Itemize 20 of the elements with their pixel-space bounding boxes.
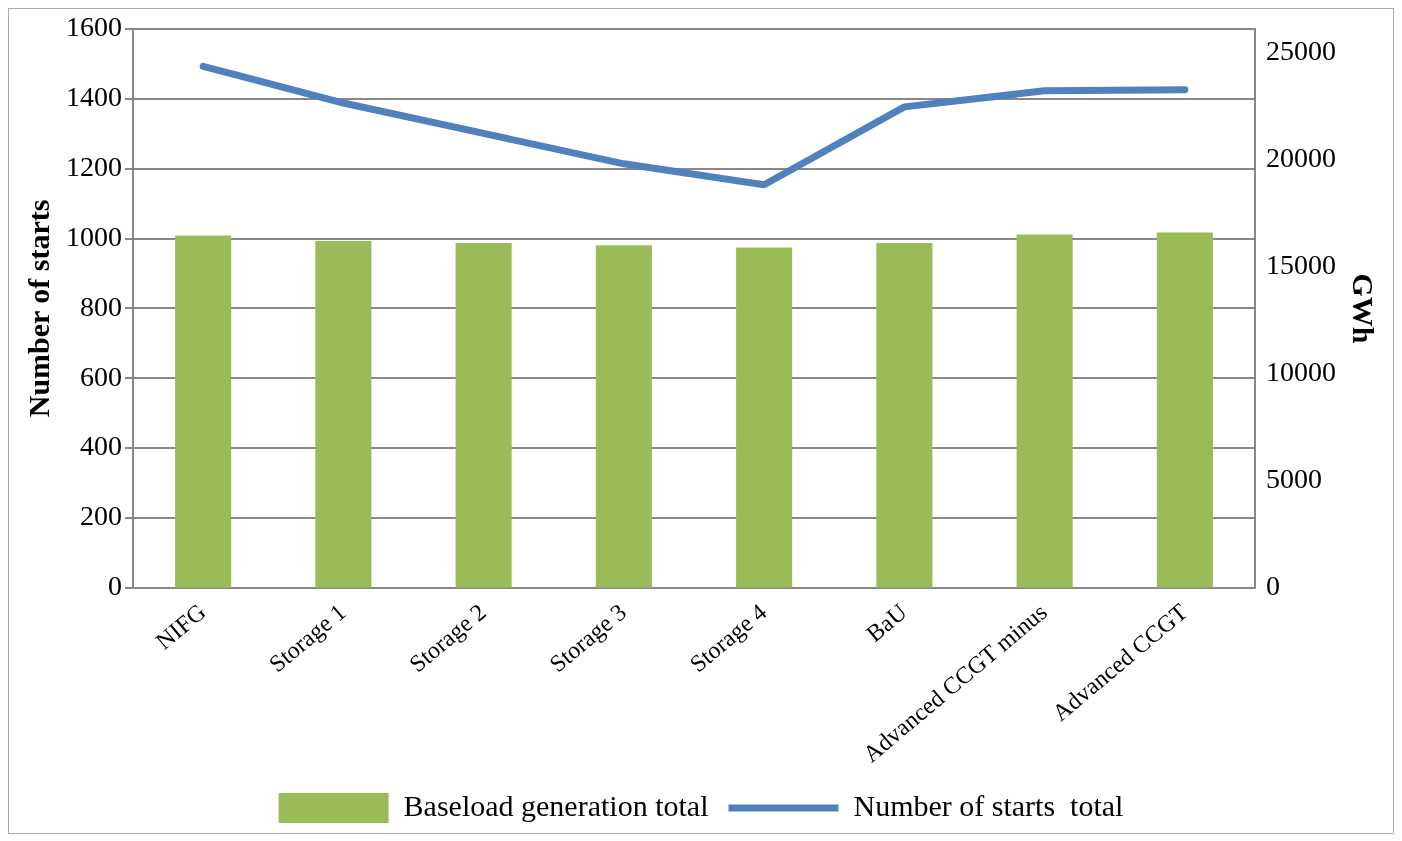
y2-tick-label: 25000 bbox=[1266, 34, 1336, 66]
y-tick-label: 600 bbox=[80, 360, 122, 392]
y-tick-label: 1400 bbox=[66, 81, 122, 113]
y2-axis-title: GWh bbox=[1347, 273, 1381, 344]
y-tick-label: 1200 bbox=[66, 151, 122, 183]
y2-tick-label: 20000 bbox=[1266, 141, 1336, 173]
y2-tick-label: 0 bbox=[1266, 570, 1280, 602]
y-tick-label: 400 bbox=[80, 430, 122, 462]
x-tick-label: BaU bbox=[861, 598, 912, 647]
y-axis-title: Number of starts bbox=[21, 199, 55, 418]
legend-label: Number of starts total bbox=[853, 788, 1124, 822]
y-tick-label: 1600 bbox=[66, 11, 122, 43]
y-tick-label: 200 bbox=[80, 500, 122, 532]
y-tick-label: 800 bbox=[80, 290, 122, 322]
y2-tick-label: 5000 bbox=[1266, 463, 1322, 495]
legend-label: Baseload generation total bbox=[403, 788, 709, 822]
y-tick-label: 1000 bbox=[66, 220, 122, 252]
y2-tick-label: 10000 bbox=[1266, 356, 1336, 388]
y-tick-label: 0 bbox=[108, 570, 122, 602]
y2-tick-label: 15000 bbox=[1266, 249, 1336, 281]
